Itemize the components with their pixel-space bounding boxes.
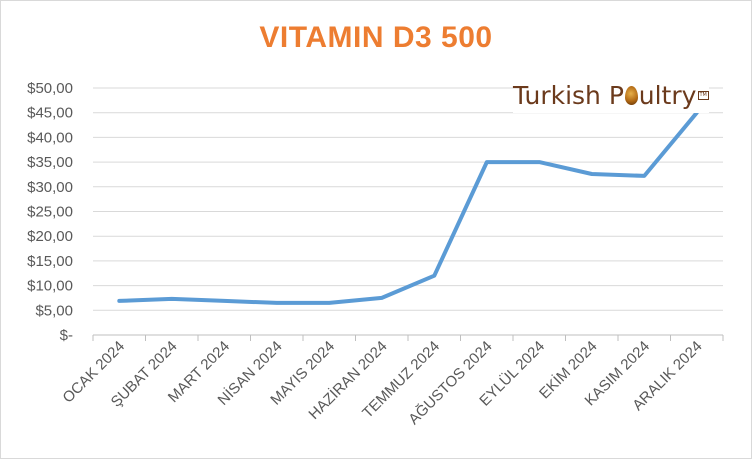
logo-mark: TM	[698, 90, 709, 100]
series-line	[117, 110, 699, 305]
y-tick-label: $-	[60, 327, 73, 344]
y-tick-label: $15,00	[27, 253, 73, 270]
chart-title: VITAMIN D3 500	[259, 21, 493, 54]
y-tick-label: $20,00	[27, 228, 73, 245]
turkish-poultry-logo: Turkish P ultry TM	[513, 77, 709, 113]
egg-icon	[624, 85, 638, 105]
y-tick-label: $40,00	[27, 129, 73, 146]
y-tick-label: $5,00	[35, 302, 73, 319]
y-tick-label: $30,00	[27, 179, 73, 196]
logo-text-after: ultry	[638, 80, 697, 110]
y-tick-label: $10,00	[27, 278, 73, 295]
y-tick-label: $25,00	[27, 204, 73, 221]
y-tick-label: $45,00	[27, 105, 73, 122]
y-tick-label: $35,00	[27, 154, 73, 171]
logo-text-before: Turkish P	[513, 80, 624, 110]
y-tick-label: $50,00	[27, 80, 73, 97]
